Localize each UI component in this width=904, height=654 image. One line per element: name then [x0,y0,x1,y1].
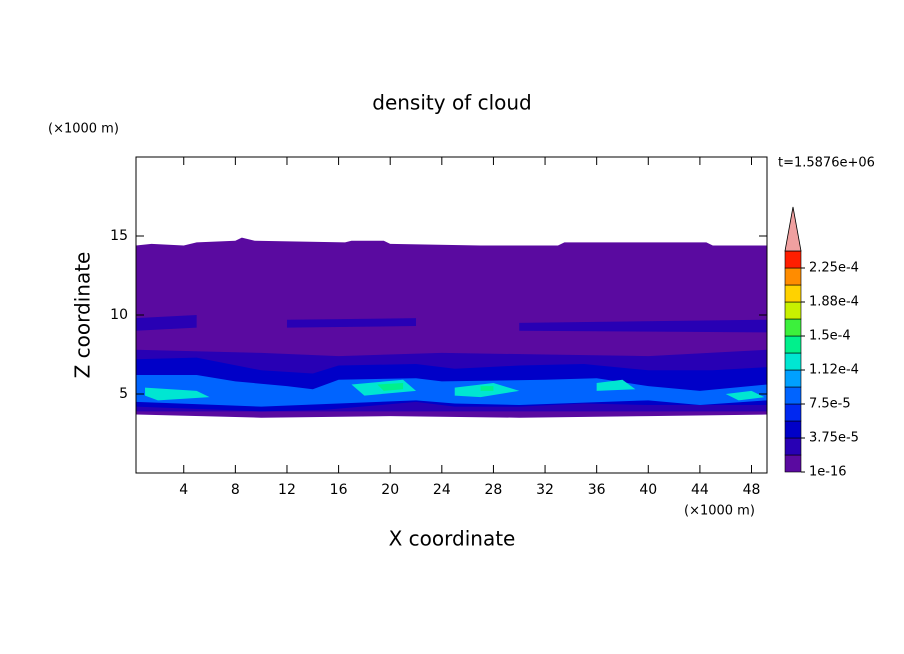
colorbar-box [784,369,802,388]
x-tick-label: 32 [536,482,554,498]
contour-region [519,319,767,333]
x-axis-label: X coordinate [389,527,516,551]
colorbar-box [784,267,802,286]
colorbar-tick-label: 1.5e-4 [809,329,851,344]
colorbar-box [784,403,802,422]
time-annotation: t=1.5876e+06 [778,156,875,171]
contour-region [480,386,494,391]
x-tick-label: 36 [588,482,606,498]
colorbar-tick-label: 1e-16 [809,465,847,480]
x-unit: (×1000 m) [684,504,755,519]
colorbar-box [784,318,802,337]
y-unit: (×1000 m) [48,122,119,137]
colorbar-box [784,454,802,473]
y-tick-label: 5 [119,386,128,402]
x-tick-label: 20 [381,482,399,498]
colorbar-extend [784,206,802,252]
contour-region [136,315,197,331]
colorbar-tick-label: 7.5e-5 [809,397,851,412]
x-tick-label: 44 [691,482,709,498]
x-tick-label: 28 [485,482,503,498]
contour-region [145,387,210,401]
x-tick-label: 4 [179,482,188,498]
colorbar-tick-label: 2.25e-4 [809,261,859,276]
colorbar-box [784,420,802,439]
x-tick-label: 24 [433,482,451,498]
y-tick-label: 15 [110,228,128,244]
colorbar-box [784,250,802,269]
colorbar-tick-label: 3.75e-5 [809,431,859,446]
colorbar-box [784,352,802,371]
contour-region [286,318,417,328]
y-tick-label: 10 [110,307,128,323]
x-tick-label: 16 [330,482,348,498]
colorbar-tick-label: 1.12e-4 [809,363,859,378]
x-tick-label: 8 [231,482,240,498]
colorbar-box [784,284,802,303]
contour-region [377,382,404,391]
contour-region [725,390,765,401]
y-axis-label: Z coordinate [71,252,95,379]
chart-title: density of cloud [372,91,531,115]
colorbar-box [784,335,802,354]
colorbar-tick-label: 1.88e-4 [809,295,859,310]
colorbar-box [784,437,802,456]
contour-region [596,379,636,391]
colorbar-box [784,386,802,405]
x-tick-label: 12 [278,482,296,498]
colorbar-box [784,301,802,320]
x-tick-label: 40 [639,482,657,498]
x-tick-label: 48 [743,482,761,498]
